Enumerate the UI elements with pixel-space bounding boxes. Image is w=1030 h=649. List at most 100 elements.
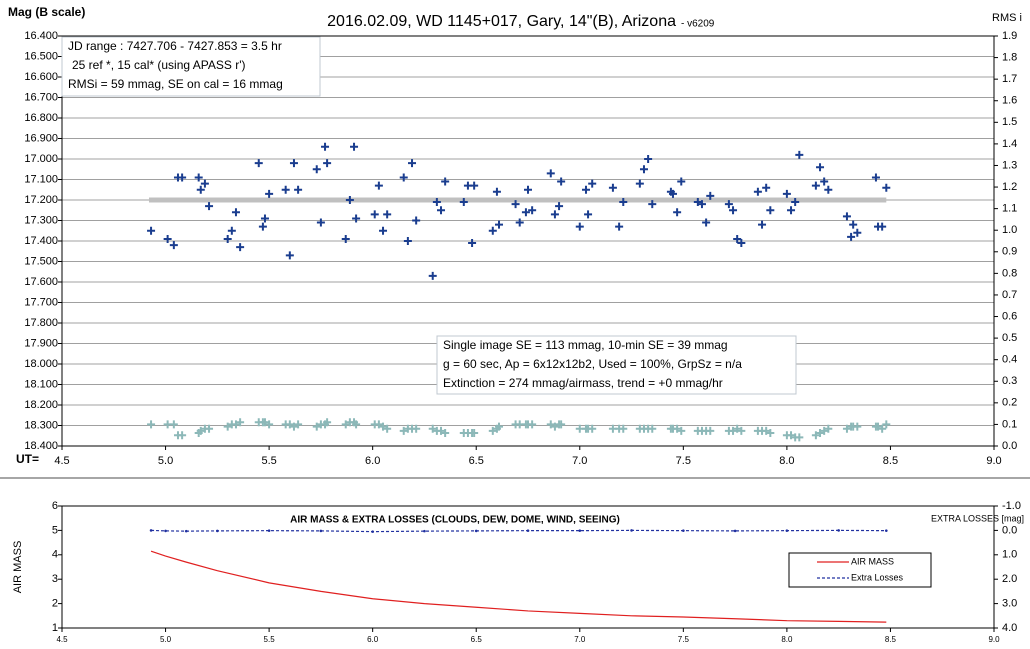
y-axis-label: AIR MASS [12,541,24,594]
x-tick-label: 7.0 [574,635,586,644]
data-point [673,424,682,433]
data-point [437,206,446,215]
data-point [733,424,742,433]
data-point [432,198,441,207]
y2-tick-label: 1.0 [1002,549,1017,561]
data-point [733,234,742,243]
y-tick-label: 6 [52,500,58,512]
data-point [521,208,530,217]
x-tick-label: 8.0 [781,635,793,644]
annotation-text: JD range : 7427.706 - 7427.853 = 3.5 hr [68,39,282,53]
data-point [753,187,762,196]
x-tick-label: 6.5 [469,455,484,467]
data-point [341,420,350,429]
data-point [557,420,566,429]
data-point [488,226,497,235]
data-point [399,426,408,435]
x-tick-label: 5.0 [160,635,172,644]
data-point [787,431,796,440]
data-point [588,424,597,433]
data-point [383,210,392,219]
data-point [702,218,711,227]
x-tick-label: 9.0 [988,635,1000,644]
data-point [785,529,789,532]
data-point [849,220,858,229]
x-tick-label: 5.5 [264,635,276,644]
y2-tick-label: 1.9 [1002,30,1017,42]
data-point [874,422,883,431]
data-point [149,529,153,532]
data-point [169,420,178,429]
y2-tick-label: 0.1 [1002,418,1017,430]
plot-frame [61,505,995,629]
y2-tick-label: 0.8 [1002,267,1017,279]
data-point [289,159,298,168]
data-point [733,529,737,533]
data-point [677,426,686,435]
y2-tick-label: 1.8 [1002,51,1017,63]
y-tick-label: 17.200 [24,194,58,206]
legend-label: AIR MASS [851,556,894,566]
data-point [557,177,566,186]
y-tick-label: 18.200 [24,399,58,411]
data-point [205,202,214,211]
y-tick-label: 17.600 [24,276,58,288]
data-point [837,529,840,532]
data-point [515,218,524,227]
data-point [882,183,891,192]
data-point [352,214,361,223]
y-tick-label: 1 [52,622,58,634]
data-point [588,179,597,188]
y2-tick-label: 1.3 [1002,159,1017,171]
y-tick-label: 17.000 [24,153,58,165]
data-point [816,163,825,172]
data-point [882,420,891,429]
data-point [795,433,804,442]
y2-tick-label: 1.2 [1002,181,1017,193]
data-point [782,189,791,198]
data-point [608,183,617,192]
data-point [762,426,771,435]
data-point [470,181,479,190]
data-point [223,422,232,431]
data-point [258,222,267,231]
y-tick-label: 18.100 [24,378,58,390]
data-point [766,429,775,438]
data-point [693,198,702,207]
y2-tick-label: 0.7 [1002,289,1017,301]
data-point [470,429,479,438]
data-point [766,206,775,215]
data-point [581,185,590,194]
data-point [236,418,245,427]
data-point [379,226,388,235]
y2-tick-label: -1.0 [1002,500,1021,512]
y-tick-label: 16.400 [24,30,58,42]
y-tick-label: 17.800 [24,317,58,329]
data-point [758,220,767,229]
data-point [787,206,796,215]
data-point [842,212,851,221]
title-suffix: - v6209 [681,19,715,30]
data-point [635,179,644,188]
data-point [682,529,685,532]
data-point [729,206,738,215]
data-point [842,424,851,433]
data-point [374,181,383,190]
x-tick-label: 6.5 [471,635,483,644]
x-tick-label: 7.5 [678,635,690,644]
y2-tick-label: 1.4 [1002,138,1017,150]
data-point [697,200,706,209]
y-tick-label: 16.500 [24,50,58,62]
y2-tick-label: 1.7 [1002,73,1017,85]
plot-frame [61,35,995,447]
annotation-box [61,36,321,97]
data-point [729,426,738,435]
data-point [341,234,350,243]
data-point [648,200,657,209]
x-tick-label: 5.0 [158,455,173,467]
data-point [853,228,862,237]
data-point [323,159,332,168]
data-point [524,185,532,194]
data-point [285,251,294,260]
